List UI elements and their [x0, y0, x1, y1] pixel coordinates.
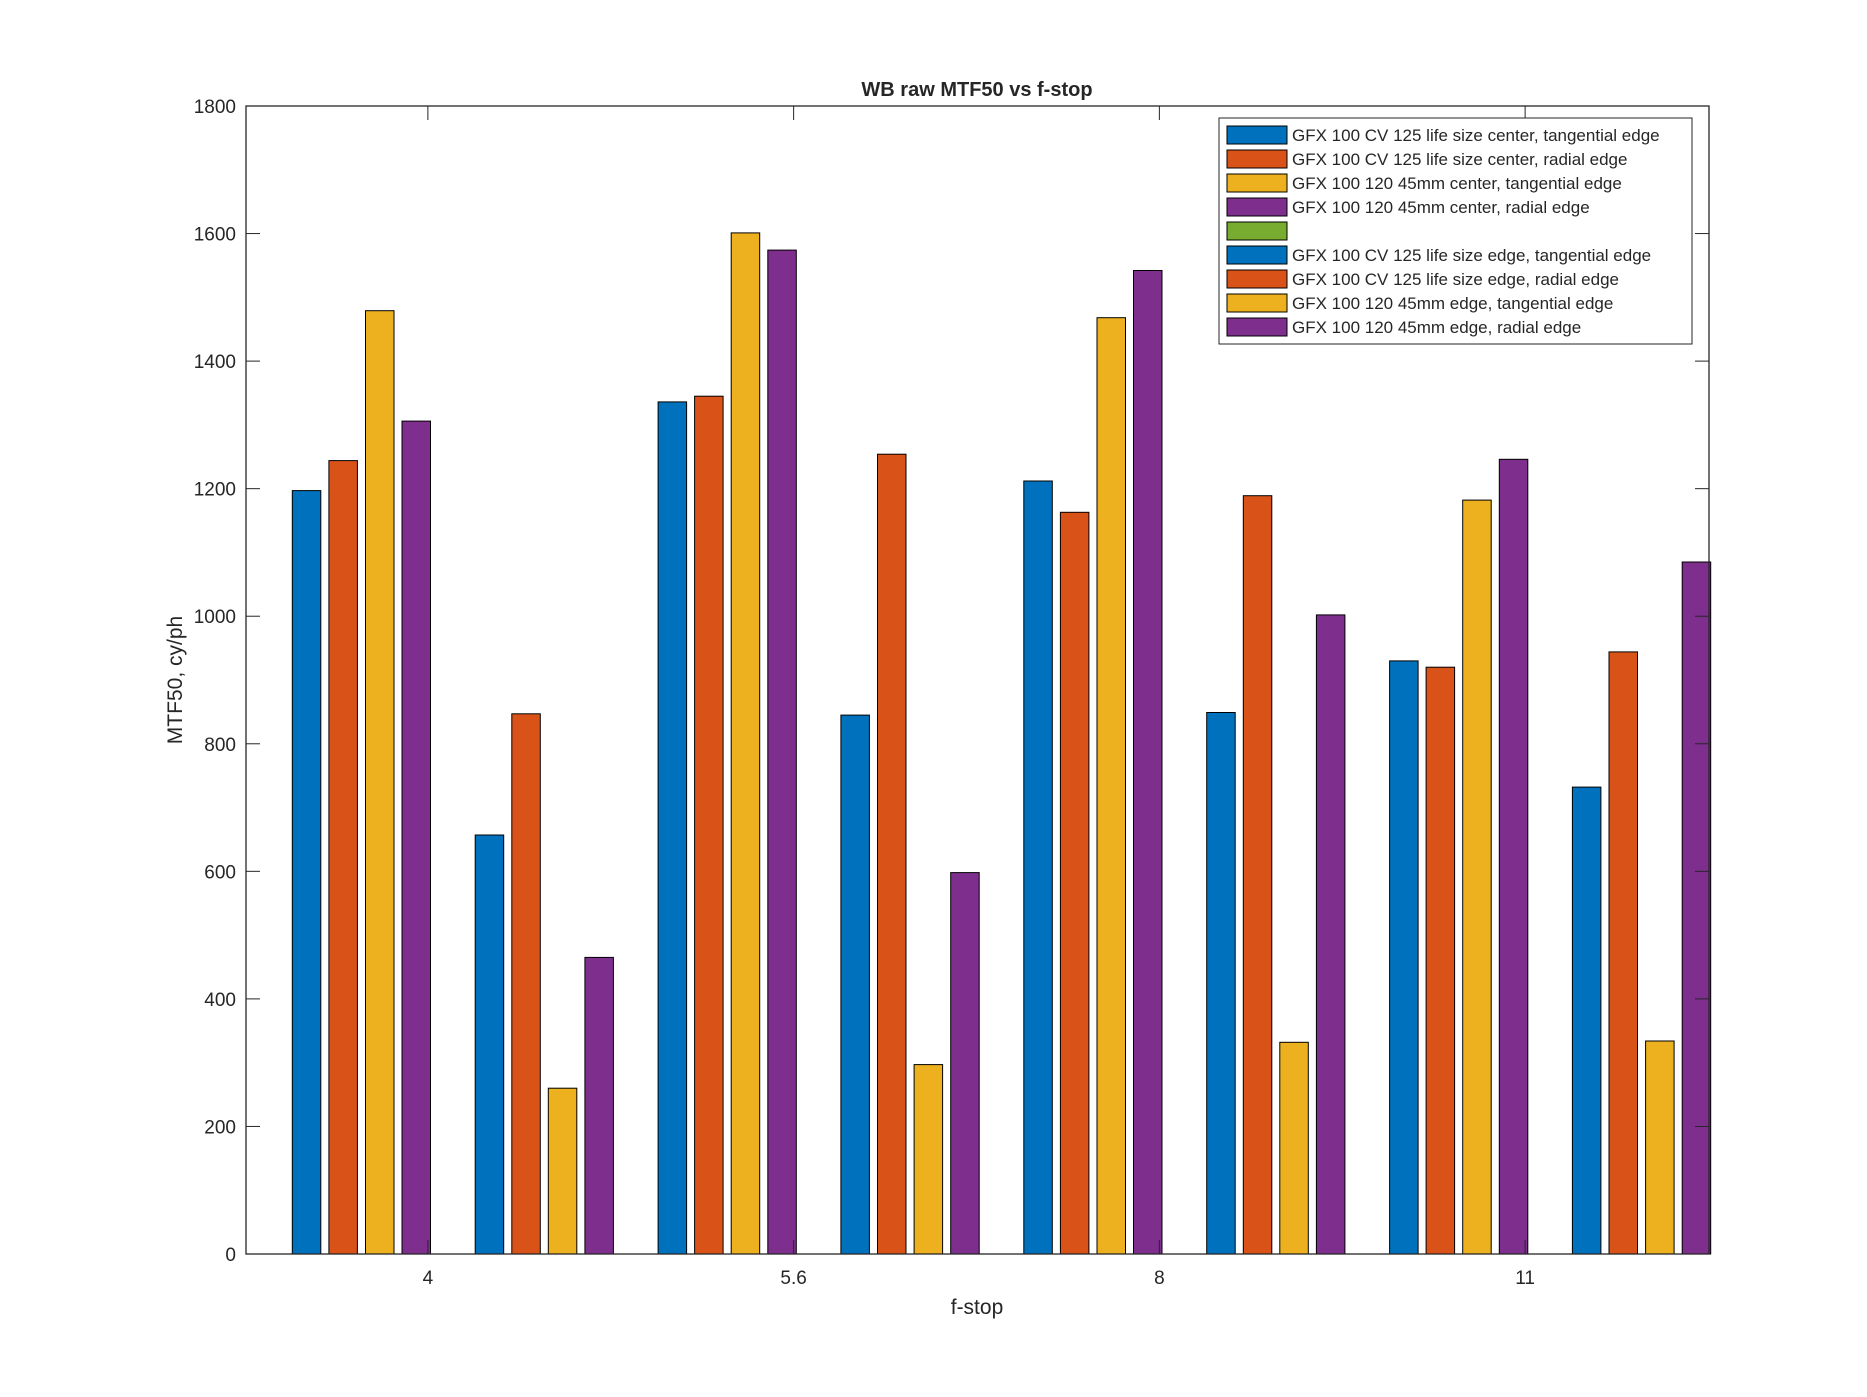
bar-series-8-fstop-4: [547, 1087, 578, 1255]
y-tick-label: 200: [204, 1117, 236, 1138]
x-tick-label: 5.6: [780, 1268, 806, 1289]
legend-label-2: GFX 100 CV 125 life size center, radial …: [1292, 150, 1627, 169]
bar-series-4-fstop-5.6: [767, 249, 797, 1255]
bar-series-1-fstop-5.6: [657, 401, 688, 1255]
bar-series-7-fstop-11: [1608, 651, 1638, 1255]
legend: GFX 100 CV 125 life size center, tangent…: [1218, 117, 1693, 345]
bar-series-2-fstop-5.6: [694, 395, 724, 1255]
bar-series-7-fstop-4: [511, 713, 541, 1255]
legend-swatch-5: [1226, 221, 1288, 241]
bar-series-2-fstop-8: [1059, 511, 1090, 1255]
legend-swatch-8: [1226, 293, 1288, 313]
y-tick-label: 1400: [194, 352, 236, 373]
legend-swatch-1: [1226, 125, 1288, 145]
x-tick-label: 4: [423, 1268, 434, 1289]
legend-swatch-3: [1226, 173, 1288, 193]
legend-swatch-9: [1226, 317, 1288, 337]
bars-layer: [291, 232, 1712, 1255]
legend-label-6: GFX 100 CV 125 life size edge, tangentia…: [1292, 246, 1651, 265]
legend-label-1: GFX 100 CV 125 life size center, tangent…: [1292, 126, 1660, 145]
bar-series-4-fstop-8: [1133, 270, 1163, 1255]
x-axis-label: f-stop: [951, 1296, 1004, 1319]
axes-box: [245, 105, 1710, 1255]
legend-label-9: GFX 100 120 45mm edge, radial edge: [1292, 318, 1581, 337]
y-tick-label: 400: [204, 990, 236, 1011]
bar-series-1-fstop-8: [1023, 480, 1053, 1255]
legend-swatch-2: [1226, 149, 1288, 169]
bar-series-9-fstop-5.6: [950, 872, 980, 1255]
axes-layer: 0 200 400 600 800 1000 1200 1400 1600 1800 4 5.6 8 11: [194, 97, 1710, 1289]
bar-series-8-fstop-11: [1645, 1040, 1675, 1255]
legend-swatch-6: [1226, 245, 1288, 265]
bar-series-2-fstop-11: [1425, 666, 1456, 1255]
y-tick-label: 800: [204, 735, 236, 756]
y-tick-label: 1800: [194, 97, 236, 118]
bar-series-9-fstop-4: [584, 956, 614, 1255]
bar-series-4-fstop-4: [401, 420, 431, 1255]
legend-label-7: GFX 100 CV 125 life size edge, radial ed…: [1292, 270, 1619, 289]
legend-box: [1218, 117, 1693, 345]
y-axis-label: MTF50, cy/ph: [164, 616, 187, 744]
bar-series-8-fstop-8: [1279, 1041, 1309, 1255]
bar-series-9-fstop-11: [1681, 561, 1712, 1255]
legend-swatch-4: [1226, 197, 1288, 217]
y-tick-label: 1000: [194, 607, 236, 628]
legend-label-3: GFX 100 120 45mm center, tangential edge: [1292, 174, 1622, 193]
bar-series-8-fstop-5.6: [913, 1064, 944, 1255]
y-tick-label: 1600: [194, 225, 236, 246]
chart-title: WB raw MTF50 vs f-stop: [861, 79, 1092, 101]
bar-series-2-fstop-4: [328, 460, 358, 1255]
y-tick-label: 1200: [194, 480, 236, 501]
bar-series-6-fstop-5.6: [840, 714, 870, 1255]
bar-series-3-fstop-11: [1462, 499, 1492, 1255]
bar-series-4-fstop-11: [1498, 458, 1529, 1255]
bar-series-1-fstop-11: [1389, 660, 1419, 1255]
bar-series-1-fstop-4: [291, 490, 322, 1255]
bar-series-7-fstop-5.6: [877, 453, 907, 1255]
bar-series-3-fstop-4: [365, 310, 395, 1255]
legend-label-4: GFX 100 120 45mm center, radial edge: [1292, 198, 1590, 217]
bar-series-6-fstop-8: [1206, 712, 1236, 1255]
x-tick-label: 11: [1515, 1268, 1535, 1289]
bar-series-3-fstop-8: [1096, 317, 1126, 1255]
bar-series-9-fstop-8: [1315, 614, 1346, 1255]
legend-label-8: GFX 100 120 45mm edge, tangential edge: [1292, 294, 1613, 313]
x-tick-label: 8: [1154, 1268, 1165, 1289]
bar-series-6-fstop-4: [474, 834, 505, 1255]
bar-series-7-fstop-8: [1242, 495, 1273, 1255]
bar-series-3-fstop-5.6: [730, 232, 761, 1255]
legend-swatch-7: [1226, 269, 1288, 289]
y-tick-label: 0: [225, 1245, 236, 1266]
y-tick-label: 600: [204, 862, 236, 883]
bar-series-6-fstop-11: [1571, 786, 1602, 1255]
